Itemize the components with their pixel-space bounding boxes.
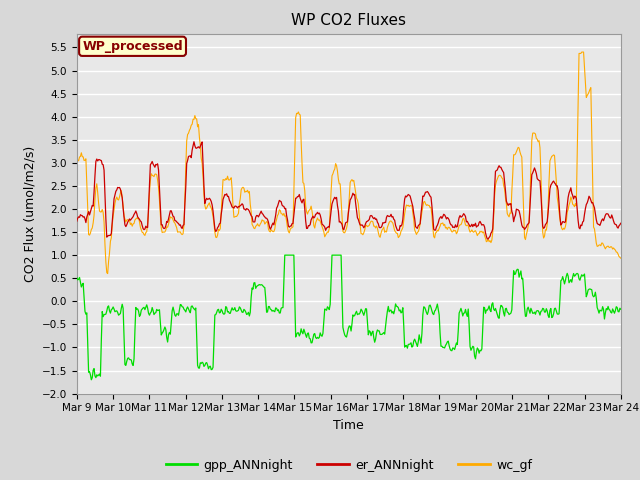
gpp_ANNnight (617, 306, 625, 312)
Line: er_ANNnight: er_ANNnight (77, 142, 621, 239)
Legend: gpp_ANNnight, er_ANNnight, wc_gf: gpp_ANNnight, er_ANNnight, wc_gf (161, 454, 537, 477)
er_ANNnight (437, 214, 445, 219)
er_ANNnight (617, 220, 625, 226)
Line: gpp_ANNnight: gpp_ANNnight (77, 255, 621, 380)
Text: WP_processed: WP_processed (82, 40, 183, 53)
er_ANNnight (484, 236, 492, 242)
gpp_ANNnight (214, 307, 221, 313)
gpp_ANNnight (396, 308, 403, 314)
gpp_ANNnight (170, 308, 178, 314)
er_ANNnight (190, 139, 198, 144)
wc_gf (617, 255, 625, 261)
Title: WP CO2 Fluxes: WP CO2 Fluxes (291, 13, 406, 28)
wc_gf (170, 219, 178, 225)
gpp_ANNnight (438, 343, 445, 349)
Y-axis label: CO2 Flux (umol/m2/s): CO2 Flux (umol/m2/s) (23, 145, 36, 282)
er_ANNnight (169, 214, 177, 219)
X-axis label: Time: Time (333, 419, 364, 432)
er_ANNnight (214, 225, 221, 230)
gpp_ANNnight (484, 306, 492, 312)
gpp_ANNnight (328, 252, 336, 258)
er_ANNnight (73, 218, 81, 224)
wc_gf (437, 221, 445, 227)
wc_gf (394, 235, 402, 240)
Line: wc_gf: wc_gf (77, 52, 621, 274)
er_ANNnight (394, 228, 402, 233)
er_ANNnight (320, 223, 328, 228)
wc_gf (483, 238, 491, 244)
wc_gf (578, 49, 586, 55)
er_ANNnight (483, 236, 491, 242)
gpp_ANNnight (320, 318, 328, 324)
wc_gf (104, 271, 111, 276)
gpp_ANNnight (88, 377, 95, 383)
gpp_ANNnight (73, 275, 81, 281)
wc_gf (214, 232, 221, 238)
wc_gf (73, 157, 81, 163)
wc_gf (320, 229, 328, 235)
